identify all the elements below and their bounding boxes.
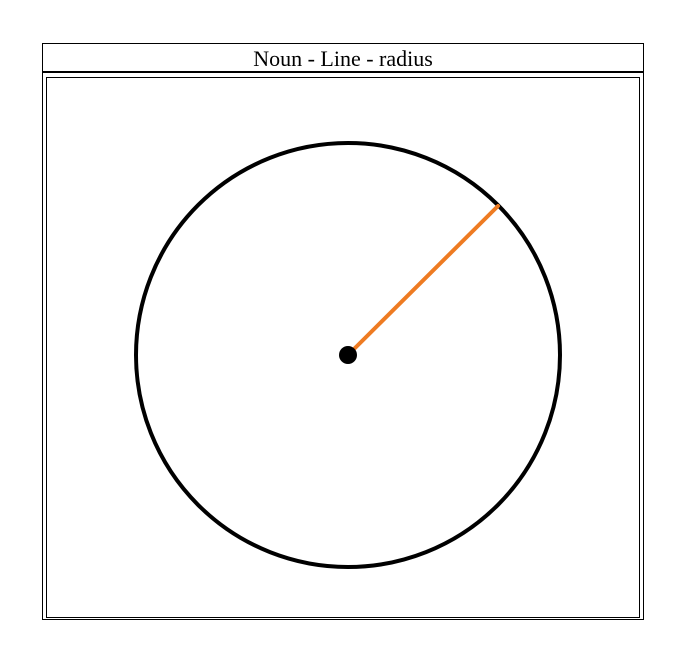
radius-line — [346, 204, 500, 357]
circle-outline — [134, 141, 562, 569]
center-point — [339, 346, 357, 364]
diagram-card: Noun - Line - radius — [42, 43, 644, 620]
diagram-canvas — [134, 141, 562, 569]
figure-frame — [46, 77, 640, 618]
title-bar: Noun - Line - radius — [43, 44, 643, 73]
diagram-title: Noun - Line - radius — [253, 45, 433, 71]
